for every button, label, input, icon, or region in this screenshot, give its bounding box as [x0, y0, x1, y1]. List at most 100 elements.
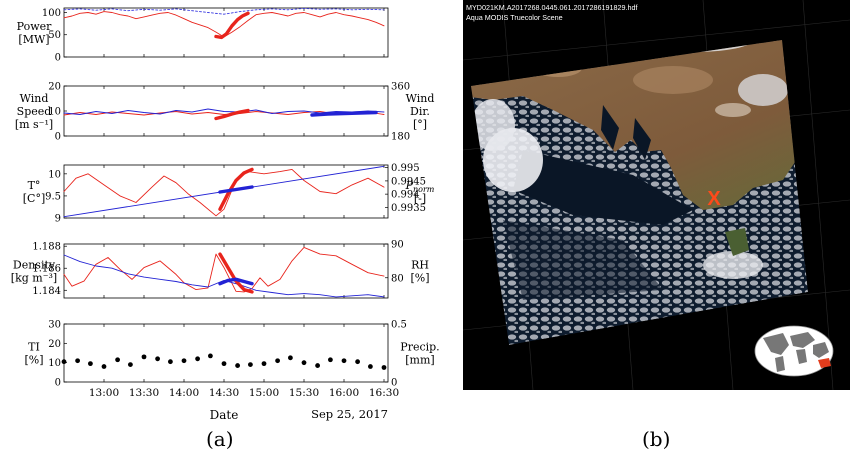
y-right-axis-label: Wind	[406, 92, 435, 105]
y-right-axis-label: [°]	[413, 118, 427, 131]
ti-point	[155, 356, 161, 362]
ti-point	[101, 364, 107, 369]
caption-a: (a)	[206, 427, 234, 451]
y-tick-label: 0	[55, 132, 61, 143]
ti-point	[61, 359, 67, 365]
y-tick-label: 10	[48, 107, 61, 118]
x-tick-label: 14:00	[169, 387, 199, 399]
x-tick-label: 15:30	[289, 387, 319, 399]
y-right-axis-label: [-]	[414, 192, 426, 205]
ti-point	[168, 359, 173, 365]
y-axis-label: [kg m⁻³]	[11, 272, 57, 285]
y-tick-label: 1.184	[32, 286, 61, 297]
ti-point	[88, 361, 93, 367]
series-line-red	[63, 11, 385, 38]
y-right-axis-label: [%]	[410, 272, 429, 285]
x-tick-label: 14:30	[209, 387, 239, 399]
ti-point	[261, 361, 267, 367]
y-axis-label: Speed	[17, 105, 52, 118]
series-line-red-bold	[214, 11, 250, 40]
x-tick-label: 16:30	[369, 387, 399, 399]
y-axis-label: [C°]	[23, 192, 46, 205]
y-tick-label: 1.186	[32, 264, 61, 275]
ti-point	[301, 360, 307, 366]
y-tick-label: 0	[55, 53, 61, 64]
y-right-tick-label: 0	[391, 378, 397, 389]
plot-frame	[63, 7, 389, 58]
y-axis-label: Power	[17, 20, 53, 33]
satellite-image: MYD021KM.A2017268.0445.061.2017286191829…	[463, 0, 850, 390]
y-right-tick-label: 80	[391, 273, 404, 284]
x-tick-label: 13:30	[129, 387, 159, 399]
date-annotation: Sep 25, 2017	[311, 407, 388, 421]
y-axis-label: Wind	[20, 92, 49, 105]
y-right-tick-label: 90	[391, 240, 404, 251]
x-axis-title: Date	[210, 408, 239, 422]
site-marker: X	[707, 188, 721, 210]
ti-point	[341, 358, 347, 364]
ti-point	[381, 365, 387, 370]
y-tick-label: 100	[42, 8, 61, 19]
series-line-red	[63, 168, 385, 217]
y-right-tick-label: 0.5	[391, 320, 407, 331]
ti-point	[315, 363, 320, 368]
caption-b: (b)	[642, 427, 671, 451]
x-tick-label: 13:00	[89, 387, 119, 399]
subplot-temperature: 9 9.5 10 0.9935 0.994 0.9945 0.995 T°[C°] Pnorm[…	[23, 163, 435, 224]
y-tick-label: 50	[48, 30, 61, 41]
plot-frame	[63, 243, 389, 299]
y-tick-label: 20	[48, 82, 61, 93]
series-line-red-bold	[218, 252, 254, 294]
series-line-blue-bold	[310, 110, 378, 117]
x-tick-label: 16:00	[329, 387, 359, 399]
ti-point	[127, 362, 133, 367]
x-tick-label: 15:00	[249, 387, 279, 399]
y-right-tick-label: 0.9935	[391, 203, 426, 214]
plot-frame	[63, 85, 389, 137]
y-tick-label: 1.188	[32, 242, 61, 253]
series-line-blue-bold	[218, 277, 254, 286]
y-tick-label: 30	[48, 320, 61, 331]
y-right-axis-label: [mm]	[405, 354, 434, 367]
series-line-blue	[63, 108, 385, 115]
y-axis-label: TI	[28, 341, 40, 354]
series-line-red	[63, 246, 385, 293]
y-axis-label: [m s⁻¹]	[15, 118, 53, 131]
subplot-ti: 0 10 20 30 0 0.5 TI[%] Precip.[mm] 13:00 13:30 14:…	[24, 320, 439, 400]
plot-frame	[63, 323, 389, 383]
ti-point	[115, 357, 120, 363]
ti-point	[288, 355, 293, 361]
ti-point	[208, 353, 213, 359]
y-right-tick-label: 0.995	[391, 163, 420, 174]
ti-point	[141, 354, 147, 360]
modis-swath	[471, 40, 808, 345]
ti-point	[248, 362, 253, 367]
y-right-tick-label: 0.9945	[391, 176, 426, 187]
ti-point	[368, 364, 373, 369]
y-right-axis-label: RH	[411, 259, 429, 272]
y-tick-label: 0	[55, 378, 61, 389]
series-line-red-bold	[214, 108, 250, 121]
ti-point	[275, 358, 280, 364]
ti-point	[221, 361, 227, 367]
y-right-axis-label: Pnorm	[405, 179, 435, 194]
scene-title-text: Aqua MODIS Truecolor Scene	[466, 13, 563, 22]
y-axis-label: T°	[28, 179, 41, 192]
y-tick-label: 10	[48, 169, 61, 180]
y-axis-label: [MW]	[18, 33, 49, 46]
y-axis-label: [%]	[24, 354, 43, 367]
ti-point	[328, 357, 333, 363]
y-tick-label: 9.5	[45, 191, 61, 202]
y-tick-label: 10	[48, 358, 61, 369]
world-map-inset	[754, 325, 834, 377]
series-line-blue-dotted	[63, 7, 385, 15]
y-axis-label: Density	[13, 259, 56, 272]
y-tick-label: 20	[48, 339, 61, 350]
series-line-blue-bold	[218, 185, 254, 194]
y-right-axis-label: Dir.	[410, 105, 430, 118]
y-right-tick-label: 360	[391, 82, 410, 93]
series-line-red-bold	[218, 167, 254, 211]
